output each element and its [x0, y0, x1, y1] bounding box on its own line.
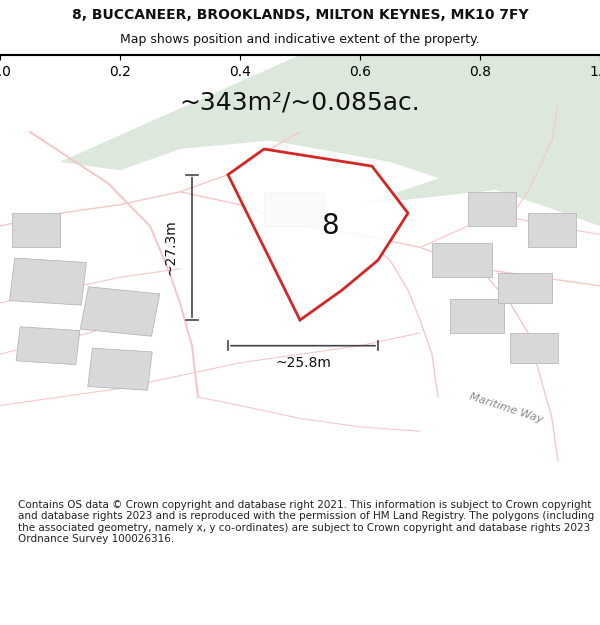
- Text: Contains OS data © Crown copyright and database right 2021. This information is : Contains OS data © Crown copyright and d…: [18, 499, 594, 544]
- Polygon shape: [360, 175, 600, 226]
- Text: 8, BUCCANEER, BROOKLANDS, MILTON KEYNES, MK10 7FY: 8, BUCCANEER, BROOKLANDS, MILTON KEYNES,…: [71, 8, 529, 22]
- Polygon shape: [510, 333, 558, 362]
- Polygon shape: [12, 213, 60, 248]
- Text: ~27.3m: ~27.3m: [164, 219, 178, 275]
- Polygon shape: [16, 327, 80, 364]
- Polygon shape: [450, 299, 504, 333]
- Polygon shape: [264, 192, 324, 226]
- Polygon shape: [80, 287, 160, 336]
- Polygon shape: [468, 192, 516, 226]
- Text: 8: 8: [321, 212, 339, 240]
- Text: ~25.8m: ~25.8m: [275, 356, 331, 370]
- Polygon shape: [60, 55, 600, 192]
- Polygon shape: [88, 348, 152, 390]
- Polygon shape: [228, 149, 408, 320]
- Polygon shape: [498, 273, 552, 303]
- Polygon shape: [432, 243, 492, 278]
- Polygon shape: [528, 213, 576, 248]
- Text: Maritime Way: Maritime Way: [468, 391, 544, 424]
- Polygon shape: [10, 258, 86, 305]
- Text: Map shows position and indicative extent of the property.: Map shows position and indicative extent…: [120, 33, 480, 46]
- Text: ~343m²/~0.085ac.: ~343m²/~0.085ac.: [179, 90, 421, 114]
